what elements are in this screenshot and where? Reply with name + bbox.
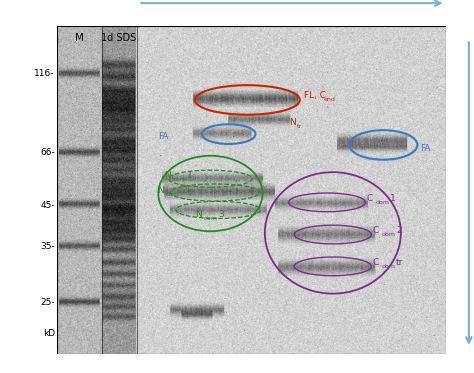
Text: FA: FA: [420, 144, 431, 153]
Text: dom: dom: [173, 177, 186, 182]
Text: 35-: 35-: [40, 242, 55, 251]
Text: end: end: [324, 97, 336, 102]
Text: tr: tr: [297, 124, 302, 129]
Text: dom: dom: [203, 216, 218, 221]
Text: 25-: 25-: [40, 298, 55, 307]
Text: dom: dom: [382, 264, 395, 269]
Text: C: C: [373, 226, 379, 235]
Text: dom: dom: [375, 200, 389, 205]
Text: kD: kD: [43, 329, 55, 338]
Text: N: N: [289, 118, 296, 127]
Text: 2: 2: [396, 226, 402, 235]
Text: N: N: [164, 170, 171, 180]
Text: M: M: [74, 32, 83, 43]
Text: 1d SDS: 1d SDS: [100, 32, 136, 43]
Text: 2: 2: [181, 186, 186, 195]
Text: C: C: [373, 258, 379, 267]
Text: tr: tr: [396, 258, 403, 267]
Text: dom: dom: [382, 232, 395, 237]
Text: 3: 3: [218, 210, 224, 219]
Text: dom: dom: [166, 192, 180, 197]
Text: 66-: 66-: [40, 148, 55, 157]
Text: FA: FA: [158, 132, 169, 141]
Text: FL, C: FL, C: [304, 91, 326, 100]
Text: 1: 1: [390, 194, 396, 203]
Text: 1: 1: [187, 170, 193, 180]
Text: N: N: [157, 186, 164, 195]
Text: 116-: 116-: [35, 69, 55, 78]
Text: N: N: [195, 210, 201, 219]
Text: C: C: [367, 194, 373, 203]
Text: 45-: 45-: [40, 201, 55, 210]
